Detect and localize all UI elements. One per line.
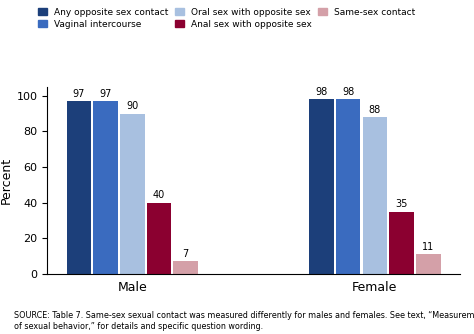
Text: 35: 35 [395,199,408,209]
Bar [389,211,414,274]
Text: 40: 40 [153,190,165,200]
Text: 7: 7 [182,249,189,259]
Bar [416,254,440,274]
Bar [93,101,118,274]
Bar [173,262,198,274]
Text: 88: 88 [369,105,381,115]
Bar [147,203,171,274]
Text: 98: 98 [315,87,328,97]
Bar [336,99,360,274]
Text: SOURCE: Table 7. Same-sex sexual contact was measured differently for males and : SOURCE: Table 7. Same-sex sexual contact… [14,311,474,331]
Bar [67,101,91,274]
Text: 97: 97 [73,89,85,99]
Text: 11: 11 [422,242,434,252]
Text: 97: 97 [100,89,112,99]
Bar [363,117,387,274]
Text: 98: 98 [342,87,355,97]
Bar [309,99,334,274]
Legend: Any opposite sex contact, Vaginal intercourse, Oral sex with opposite sex, Anal : Any opposite sex contact, Vaginal interc… [38,8,416,29]
Text: 90: 90 [126,102,138,112]
Bar [120,114,145,274]
Y-axis label: Percent: Percent [0,157,12,204]
